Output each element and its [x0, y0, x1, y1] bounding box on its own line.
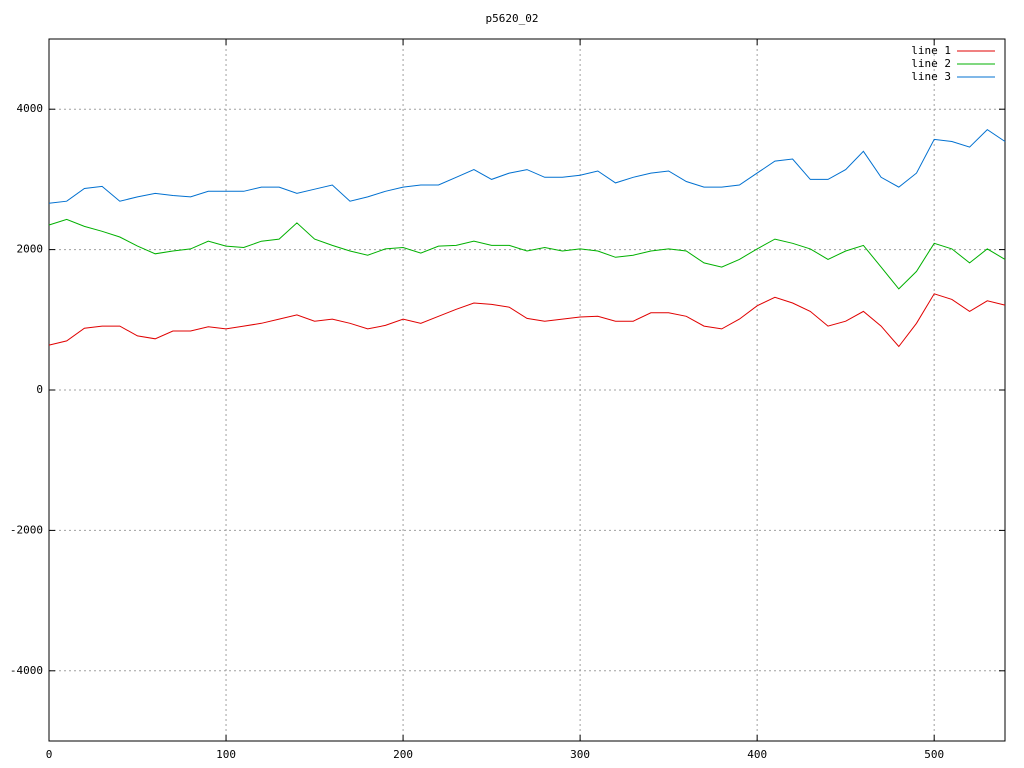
y-tick-label: 2000	[17, 243, 44, 256]
x-tick-label: 400	[747, 748, 767, 761]
legend-label: line 1	[911, 44, 951, 57]
chart-title: p5620_02	[486, 12, 539, 25]
x-tick-label: 0	[46, 748, 53, 761]
data-line	[48, 218, 1006, 290]
x-tick-label: 200	[393, 748, 413, 761]
x-tick-label: 500	[924, 748, 944, 761]
x-tick-label: 100	[216, 748, 236, 761]
data-line	[48, 293, 1006, 348]
y-tick-label: 4000	[17, 102, 44, 115]
y-tick-label: 0	[36, 383, 43, 396]
plot-border	[48, 38, 1006, 742]
data-line	[48, 128, 1006, 204]
x-tick-label: 300	[570, 748, 590, 761]
y-tick-label: -4000	[10, 664, 43, 677]
legend-label: line 2	[911, 57, 951, 70]
legend-label: line 3	[911, 70, 951, 83]
y-tick-label: -2000	[10, 523, 43, 536]
